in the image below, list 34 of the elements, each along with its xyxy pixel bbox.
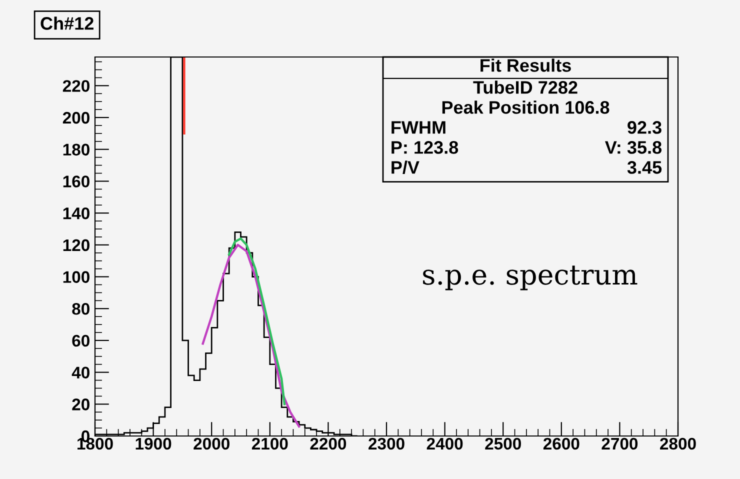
y-tick-label: 120 — [63, 239, 90, 252]
y-tick-label: 180 — [63, 144, 90, 156]
y-tick-label: 60 — [72, 334, 90, 347]
annotation: Peak Position 106.8 — [442, 100, 610, 114]
y-tick-label: 100 — [63, 271, 90, 283]
x-tick-label: 2000 — [194, 438, 230, 450]
annotation: P: 123.8 — [392, 141, 458, 154]
annotation: TubeID 7282 — [473, 80, 578, 94]
y-tick-label: 160 — [63, 176, 90, 188]
annotation: 3.45 — [627, 161, 662, 174]
annotation: V: 35.8 — [604, 141, 662, 154]
x-tick-label: 2500 — [485, 438, 521, 450]
annotation: Fit Results — [480, 58, 571, 72]
annotation: 92.3 — [628, 121, 662, 134]
x-tick-label: 2700 — [602, 438, 638, 450]
x-tick-label: 2100 — [252, 438, 288, 450]
x-tick-label: 2600 — [543, 438, 580, 450]
x-tick-label: 2200 — [310, 438, 346, 450]
x-tick-label: 2400 — [426, 438, 463, 450]
y-tick-label: 220 — [62, 80, 90, 92]
line-series — [228, 237, 286, 406]
y-tick-label: 140 — [63, 207, 90, 220]
annotation: FWHM — [392, 121, 446, 134]
y-tick-label: 20 — [72, 398, 90, 410]
x-tick-label: 1900 — [136, 438, 172, 450]
annotation: P/V — [392, 160, 420, 174]
y-tick-label: 40 — [72, 366, 90, 379]
annotation: s.p.e. spectrum — [423, 266, 638, 290]
chart-title: Ch#12 — [40, 16, 94, 30]
y-tick-label: 200 — [62, 112, 90, 124]
line-series — [202, 244, 300, 428]
x-tick-label: 2300 — [368, 438, 404, 450]
y-tick-label: 80 — [72, 303, 90, 315]
x-tick-label: 2800 — [660, 438, 696, 450]
